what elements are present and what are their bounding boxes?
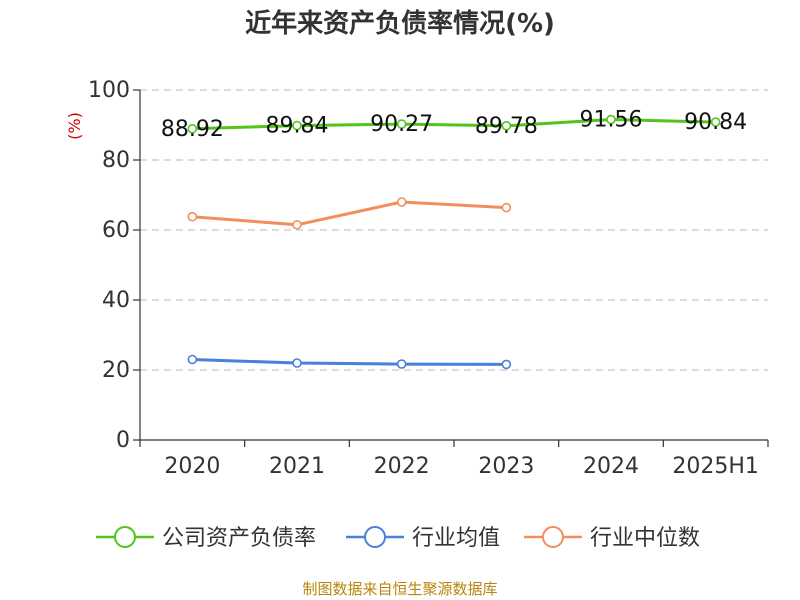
data-point <box>292 120 302 131</box>
y-tick-label: 0 <box>116 428 130 453</box>
data-point <box>501 120 512 131</box>
legend-label: 行业均值 <box>412 526 500 551</box>
series-line <box>192 118 716 131</box>
axes: 0 20 40 60 80 100 2020 2021 2022 2023 2024 2025H1 <box>88 78 769 479</box>
series <box>187 114 721 370</box>
y-tick-label: 40 <box>102 288 130 313</box>
x-tick-label: 2020 <box>164 454 220 479</box>
data-point <box>501 359 512 370</box>
legend-swatch-marker <box>364 526 386 548</box>
y-axis-unit: (%) <box>65 112 84 140</box>
data-point <box>606 114 616 125</box>
y-tick-label: 20 <box>102 358 130 383</box>
x-tick-label: 2023 <box>478 454 534 479</box>
y-tick-label: 60 <box>102 218 130 243</box>
series-line <box>192 200 507 227</box>
grid <box>140 89 768 371</box>
legend-label: 公司资产负债率 <box>162 526 316 551</box>
data-point <box>710 117 721 127</box>
data-label: 90.84 <box>684 110 747 135</box>
legend-item[interactable]: 行业均值 <box>346 526 500 551</box>
legend-swatch-marker <box>114 526 136 548</box>
data-point <box>187 123 198 134</box>
legend[interactable]: 公司资产负债率 行业均值 行业中位数 <box>96 526 700 551</box>
legend-swatch-marker <box>542 526 564 548</box>
data-point <box>396 197 407 207</box>
data-label: 89.78 <box>475 114 538 139</box>
y-tick-label: 100 <box>88 78 130 103</box>
data-point <box>292 358 302 368</box>
x-tick-label: 2024 <box>583 454 639 479</box>
data-point <box>396 119 407 129</box>
legend-item[interactable]: 行业中位数 <box>524 526 700 551</box>
data-labels: 88.92 89.84 90.27 89.78 91.56 90.84 <box>161 108 747 142</box>
data-point <box>396 359 407 369</box>
source-note: 制图数据来自恒生聚源数据库 <box>302 580 497 598</box>
x-tick-label: 2021 <box>269 454 325 479</box>
data-point <box>187 354 198 365</box>
legend-label: 行业中位数 <box>590 526 700 551</box>
data-label: 91.56 <box>580 108 643 133</box>
data-point <box>292 219 302 230</box>
chart-title: 近年来资产负债率情况(%) <box>245 8 555 39</box>
data-point <box>187 211 198 222</box>
series-line <box>192 358 507 366</box>
data-point <box>501 202 512 213</box>
legend-item[interactable]: 公司资产负债率 <box>96 526 316 551</box>
y-tick-label: 80 <box>102 148 130 173</box>
data-label: 88.92 <box>161 117 224 142</box>
x-tick-label: 2025H1 <box>672 454 759 479</box>
data-label: 90.27 <box>370 112 433 137</box>
x-tick-label: 2022 <box>374 454 430 479</box>
data-label: 89.84 <box>266 114 329 139</box>
